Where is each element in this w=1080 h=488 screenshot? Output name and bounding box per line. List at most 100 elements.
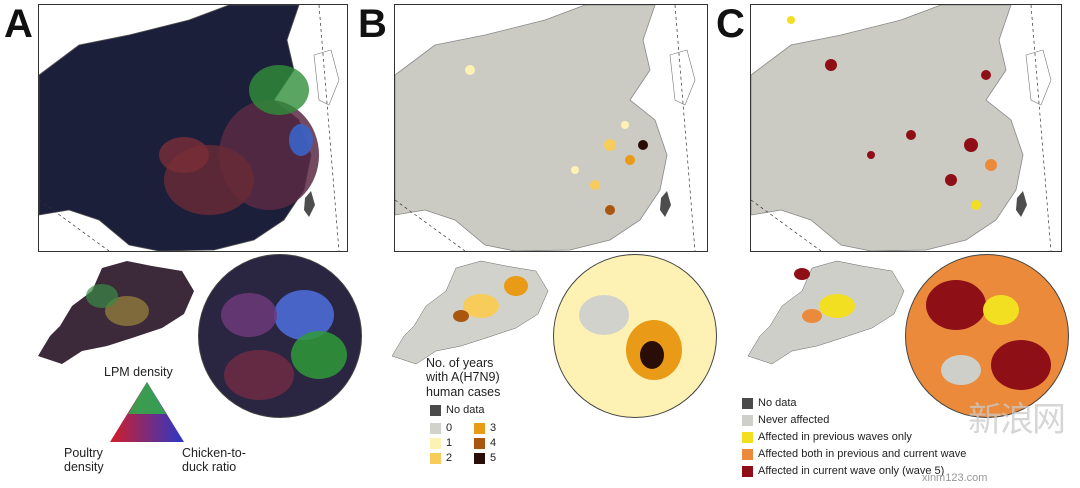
panel-a-legend-lpm: LPM density: [104, 365, 173, 379]
circle-svg: [579, 295, 682, 380]
circle-hotspot-green: [291, 331, 347, 379]
panel-b-swatch-3: [474, 423, 485, 434]
circle-hotspot-red: [224, 350, 294, 400]
watermark-url: xinm123.com: [922, 472, 988, 484]
panel-c-label-previous: Affected in previous waves only: [758, 431, 912, 443]
guangdong-svg: [747, 260, 905, 365]
panel-b-label-no-data: No data: [446, 404, 485, 416]
panel-b-letter: B: [358, 2, 387, 46]
legend-title-line: No. of years: [426, 356, 494, 370]
circle-hotspot-purple: [221, 293, 277, 337]
graticule-line: [39, 199, 110, 251]
guangdong-affected: [802, 309, 822, 323]
guangdong-affected: [794, 268, 810, 280]
case-patch: [590, 180, 600, 190]
panel-b-swatch-2: [430, 453, 441, 464]
panel-b-swatch-4: [474, 438, 485, 449]
panel-c-swatch-no-data: [742, 398, 753, 409]
panel-a-legend-chicken-duck: Chicken-to-duck ratio: [182, 446, 246, 475]
circle-affected: [991, 340, 1051, 390]
circle-hotspot-blue: [274, 290, 334, 340]
guangdong-svg: [391, 260, 549, 365]
panel-c-label-no-data: No data: [758, 397, 797, 409]
case-patch: [621, 121, 629, 129]
graticule-line: [318, 5, 340, 251]
affected-patch: [981, 70, 991, 80]
hotspot-north-green: [249, 65, 309, 115]
panel-b-map-svg: [395, 5, 696, 251]
panel-c-circle-inset: [905, 254, 1069, 418]
legend-title-line: with A(H7N9): [426, 370, 500, 385]
china-landmass: [751, 5, 1024, 251]
graticule-line: [751, 199, 822, 251]
korea-peninsula: [669, 49, 696, 106]
guangdong-cases: [453, 310, 469, 322]
affected-patches: [787, 16, 997, 210]
panel-c-swatch-both: [742, 449, 753, 460]
circle-affected: [941, 355, 981, 385]
case-patches: [465, 65, 648, 215]
circle-affected: [983, 295, 1019, 325]
panel-a-letter: A: [4, 2, 33, 46]
panel-b-label-5: 5: [490, 452, 497, 464]
hotspot-coast-blue: [289, 124, 313, 156]
watermark-logo: 新浪网: [968, 401, 1066, 439]
affected-patch: [964, 138, 978, 152]
legend-title-line: human cases: [426, 384, 501, 399]
panel-b-swatch-no-data: [430, 405, 441, 416]
guangdong-hotspot: [86, 284, 118, 308]
affected-patch: [906, 130, 916, 140]
hotspot-sichuan: [159, 137, 209, 173]
guangdong-hotspot: [105, 296, 149, 326]
panel-b-label-1: 1: [446, 437, 453, 449]
triangle-top: [128, 382, 166, 414]
panel-c-swatch-never: [742, 415, 753, 426]
panel-b-legend-title: No. of years with A(H7N9) human cases: [426, 356, 500, 399]
case-patch: [638, 140, 648, 150]
guangdong-affected: [819, 294, 855, 318]
affected-patch: [985, 159, 997, 171]
panel-c-map-svg: [751, 5, 1052, 251]
panel-c-main-map: [750, 4, 1062, 252]
case-patch: [625, 155, 635, 165]
panel-c-swatch-current: [742, 466, 753, 477]
panel-a-circle-inset: [198, 254, 362, 418]
china-landmass: [395, 5, 668, 251]
panel-b-swatch-0: [430, 423, 441, 434]
circle-cases: [640, 341, 664, 369]
case-patch: [605, 205, 615, 215]
panel-c-swatch-previous: [742, 432, 753, 443]
panel-a-legend-poultry: Poultry density: [64, 446, 104, 475]
panel-c-label-current: Affected in current wave only (wave 5): [758, 465, 945, 477]
panel-a-guangdong-inset: [32, 256, 202, 368]
panel-c-guangdong-inset: [742, 256, 912, 368]
graticule-line: [395, 199, 466, 251]
panel-c-label-both: Affected both in previous and current wa…: [758, 448, 967, 460]
circle-svg: [221, 290, 347, 400]
circle-svg: [926, 280, 1051, 390]
graticule-line: [1030, 5, 1052, 251]
affected-patch: [825, 59, 837, 71]
panel-c-label-never: Never affected: [758, 414, 830, 426]
guangdong-cases: [504, 276, 528, 296]
korea-peninsula: [313, 49, 340, 106]
panel-b-swatch-5: [474, 453, 485, 464]
guangdong-svg: [38, 261, 194, 364]
case-patch: [571, 166, 579, 174]
circle-affected: [926, 280, 986, 330]
panel-c-letter: C: [716, 2, 745, 46]
guangdong-cases: [463, 294, 499, 318]
affected-patch: [971, 200, 981, 210]
affected-patch: [945, 174, 957, 186]
panel-b-label-0: 0: [446, 422, 453, 434]
circle-cases: [579, 295, 629, 335]
case-patch: [604, 139, 616, 151]
case-patch: [465, 65, 475, 75]
taiwan: [304, 191, 315, 217]
taiwan: [1016, 191, 1027, 217]
panel-a-rgb-triangle: [110, 382, 184, 442]
affected-patch: [867, 151, 875, 159]
panel-b-label-2: 2: [446, 452, 453, 464]
panel-b-swatch-1: [430, 438, 441, 449]
panel-b-circle-inset: [553, 254, 717, 418]
